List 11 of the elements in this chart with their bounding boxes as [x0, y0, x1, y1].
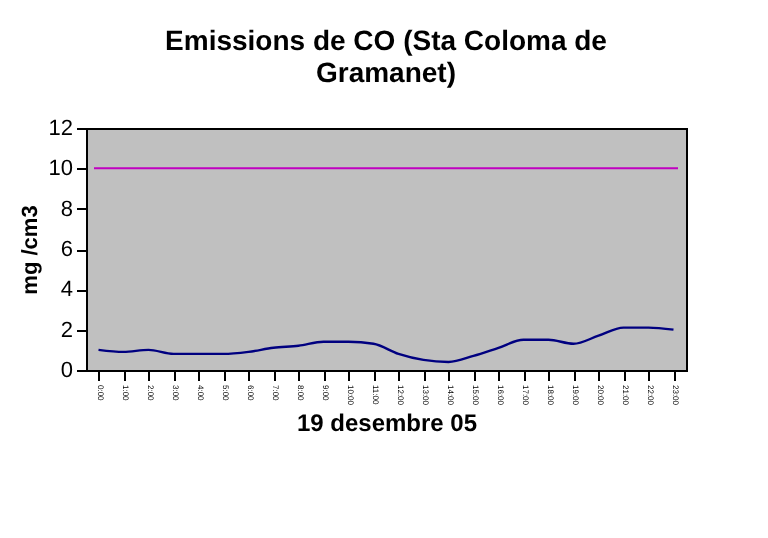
- y-tick-label: 8: [60, 197, 73, 222]
- x-axis-title: 19 desembre 05: [296, 409, 478, 438]
- y-tick-label: 0: [60, 359, 73, 383]
- y-tick-label: 6: [60, 238, 73, 262]
- y-axis-title: mg /cm3: [18, 205, 43, 295]
- y-tick-label: 2: [60, 318, 73, 343]
- line-series: [97, 326, 675, 364]
- y-tick-label: 12: [48, 117, 73, 141]
- chart-title: Emissions de CO (Sta Coloma de Gramanet): [165, 24, 608, 88]
- y-tick-label: 10: [48, 157, 73, 182]
- y-tick-label: 4: [60, 278, 73, 303]
